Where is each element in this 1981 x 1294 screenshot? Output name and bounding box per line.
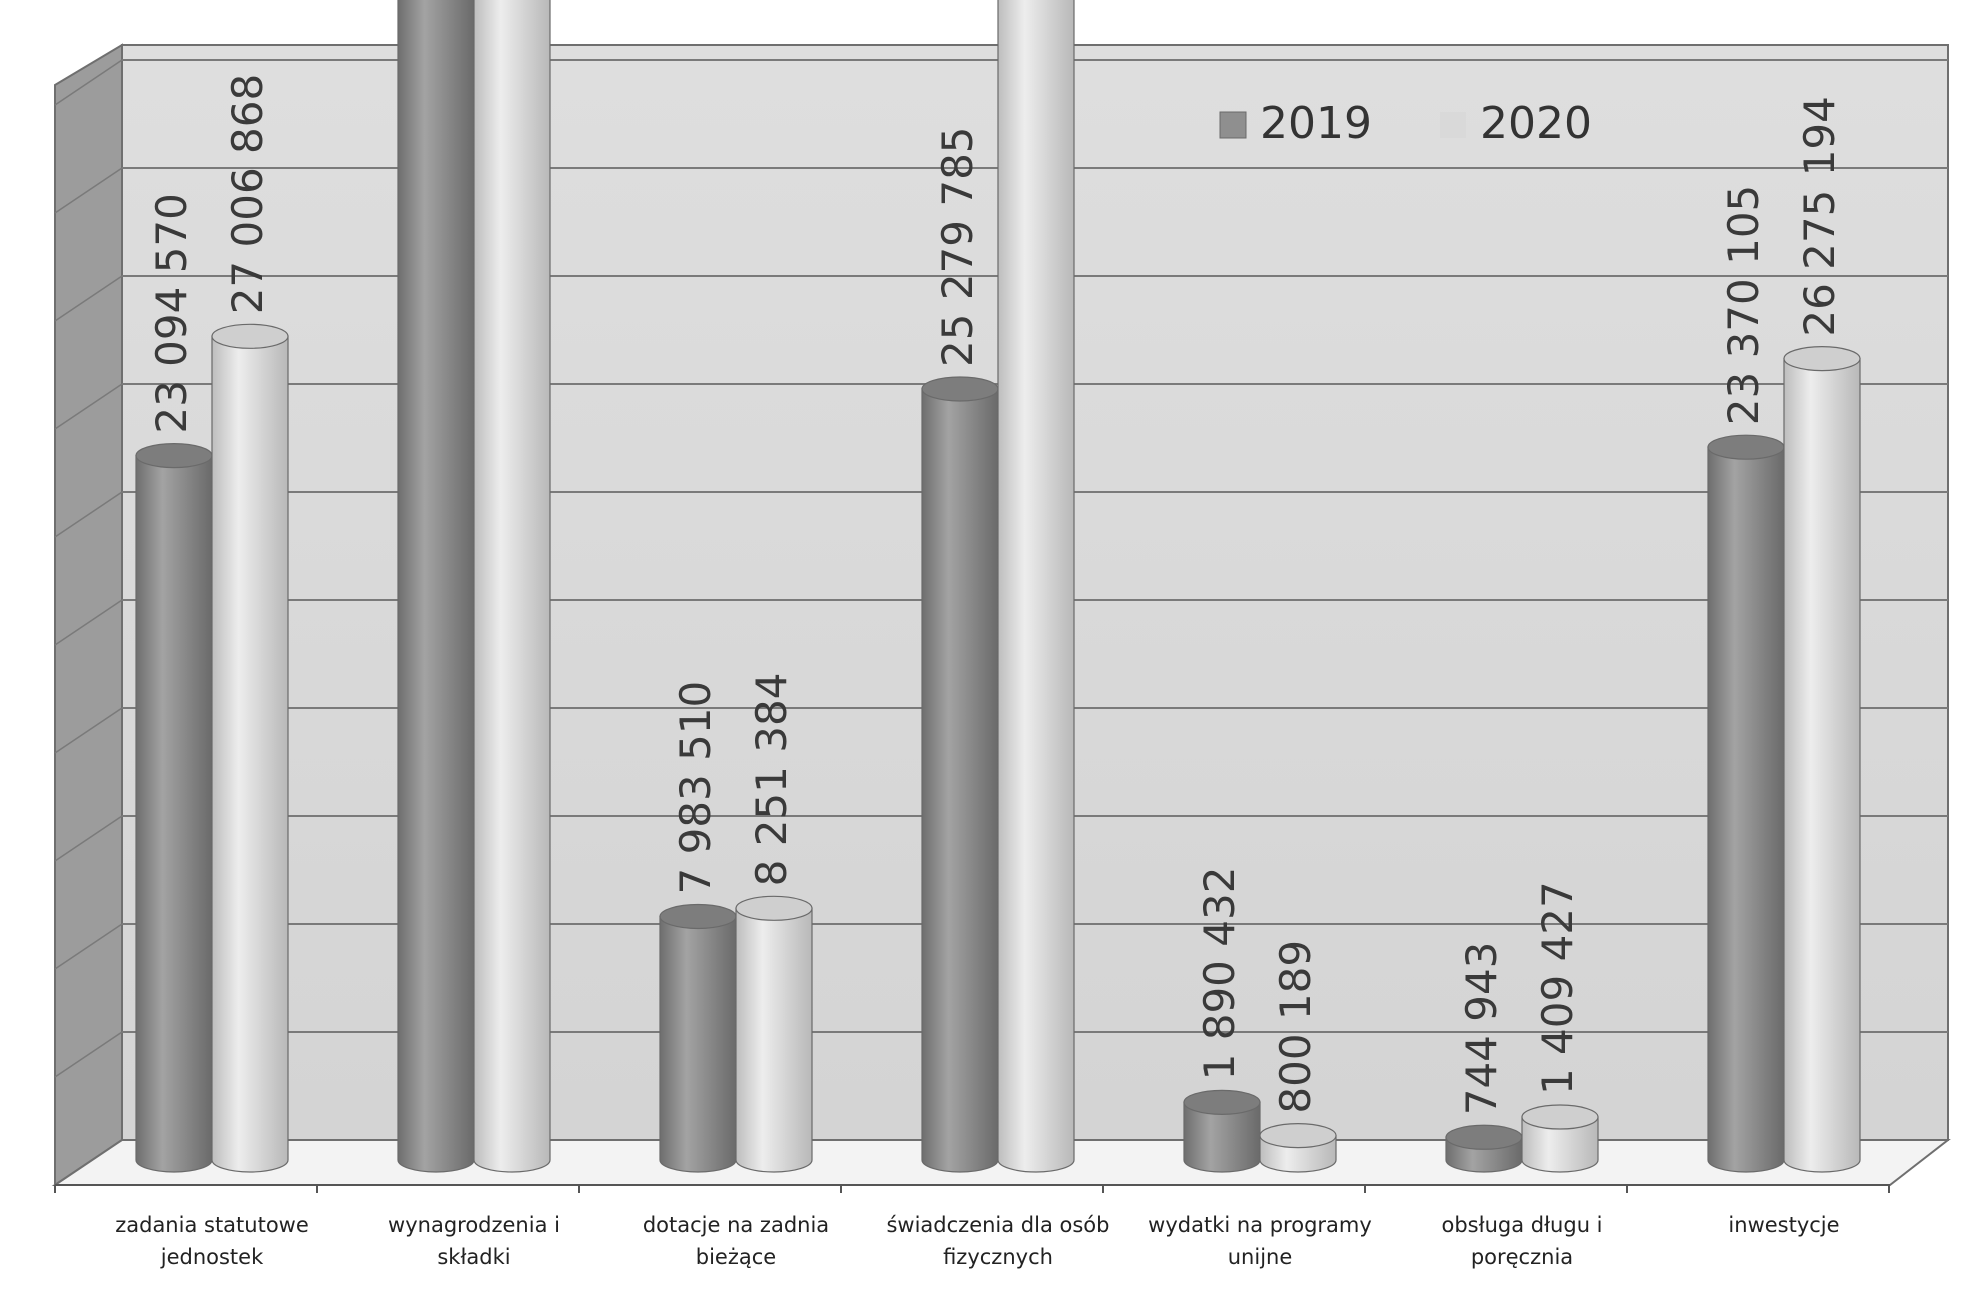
data-label-2019-4: 1 890 432 <box>1195 867 1244 1081</box>
bar-2020-3 <box>997 0 1075 1173</box>
data-label-2019-2: 7 983 510 <box>671 681 720 895</box>
category-label-5-0: obsługa długu i <box>1441 1213 1602 1237</box>
bar-2019-3 <box>921 376 999 1173</box>
bar-2020-5 <box>1521 1104 1599 1173</box>
cylinders <box>135 0 1861 1173</box>
gridline-side <box>54 815 123 862</box>
data-label-2019-3: 25 279 785 <box>933 126 982 366</box>
category-label-5-1: poręcznia <box>1471 1245 1573 1269</box>
gridline-side <box>54 923 123 970</box>
bar-2020-1 <box>473 0 551 1173</box>
bar-2019-0 <box>135 443 213 1173</box>
data-label-2019-0: 23 094 570 <box>147 193 196 433</box>
legend-label-2020: 2020 <box>1480 98 1592 149</box>
gridline-side <box>54 707 123 754</box>
bar-2019-6 <box>1707 434 1785 1173</box>
data-label-2019-5: 744 943 <box>1457 942 1506 1116</box>
gridline-side <box>54 491 123 538</box>
category-label-3-0: świadczenia dla osób <box>886 1213 1109 1237</box>
data-label-2020-5: 1 409 427 <box>1533 881 1582 1095</box>
legend-swatch-2020 <box>1440 112 1466 138</box>
data-label-2019-6: 23 370 105 <box>1719 185 1768 425</box>
bar-2019-5 <box>1445 1124 1523 1173</box>
legend-swatch-2019 <box>1219 111 1247 139</box>
gridline-side <box>54 59 123 106</box>
data-label-2020-0: 27 006 868 <box>223 74 272 314</box>
legend: 2019 2020 <box>1219 98 1592 149</box>
data-label-2020-4: 800 189 <box>1271 940 1320 1114</box>
bar-2019-2 <box>659 903 737 1173</box>
legend-label-2019: 2019 <box>1260 98 1372 149</box>
gridline-side <box>54 599 123 646</box>
category-label-0-1: jednostek <box>160 1245 264 1269</box>
gridline-side <box>54 275 123 322</box>
category-label-3-1: fizycznych <box>943 1245 1053 1269</box>
data-label-2020-2: 8 251 384 <box>747 673 796 887</box>
category-label-1-1: składki <box>437 1245 510 1269</box>
left-side-wall <box>54 43 123 1187</box>
bar-2020-4 <box>1259 1122 1337 1173</box>
gridline-side <box>54 167 123 214</box>
category-label-2-1: bieżące <box>696 1245 776 1269</box>
bar-2020-0 <box>211 323 289 1173</box>
category-labels: zadania statutowe jednostek wynagrodzenia … <box>54 1185 1890 1269</box>
category-label-1-0: wynagrodzenia i <box>388 1213 560 1237</box>
category-label-6-0: inwestycje <box>1728 1213 1839 1237</box>
bar-2020-2 <box>735 895 813 1173</box>
category-label-0-0: zadania statutowe <box>115 1213 309 1237</box>
bar-2020-6 <box>1783 346 1861 1173</box>
gridline-side <box>54 1031 123 1078</box>
data-label-2020-6: 26 275 194 <box>1795 96 1844 336</box>
category-label-4-0: wydatki na programy <box>1148 1213 1372 1237</box>
bar-2019-1 <box>397 0 475 1173</box>
category-label-4-1: unijne <box>1228 1245 1293 1269</box>
bar-2019-4 <box>1183 1089 1261 1173</box>
gridline-side <box>54 383 123 430</box>
category-label-2-0: dotacje na zadnia <box>643 1213 829 1237</box>
